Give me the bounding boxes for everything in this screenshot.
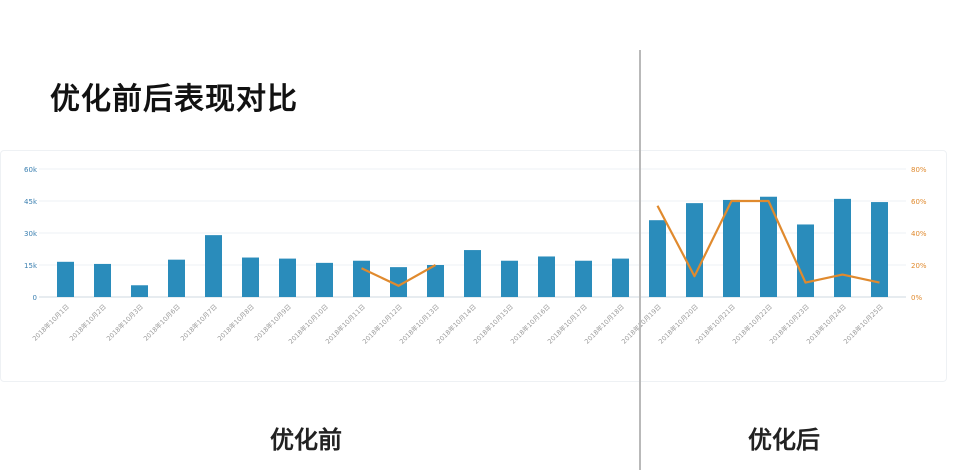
bar [168,259,185,297]
bar [797,224,814,297]
bar [871,202,888,297]
x-axis-tick-label: 2018年10月6日 [141,302,182,343]
x-axis-tick-label: 2018年10月1日 [30,302,71,343]
x-axis-tick-label: 2018年10月14日 [434,302,478,346]
x-axis-tick-label: 2018年10月18日 [582,302,626,346]
combo-chart: 0 0%15k 20%30k 40%45k 60%60k 80%2018年10月1日201… [24,166,927,346]
right-axis-tick-label: 20% [911,262,927,270]
right-axis-tick-label: 80% [911,166,927,174]
bar [131,285,148,297]
bar [57,261,74,297]
left-axis-tick-label: 30k [24,230,38,238]
bar [390,267,407,297]
x-axis-tick-label: 2018年10月21日 [693,302,737,346]
bar [612,258,629,297]
bar [834,198,851,297]
x-axis-tick-label: 2018年10月25日 [841,302,885,346]
x-axis-tick-label: 2018年10月2日 [67,302,108,343]
left-axis-tick-label: 15k [24,262,38,270]
x-axis-tick-label: 2018年10月8日 [215,302,256,343]
bar [242,257,259,297]
right-axis-tick-label: 60% [911,198,927,206]
bar [501,260,518,297]
label-after: 优化后 [748,426,820,454]
left-axis-tick-label: 45k [24,198,38,206]
before-after-divider [639,50,641,470]
page-title: 优化前后表现对比 [50,82,298,117]
left-axis-tick-label: 0 [33,294,37,302]
line-series [361,264,437,287]
x-axis-tick-label: 2018年10月11日 [323,302,367,346]
x-axis-tick-label: 2018年10月12日 [360,302,404,346]
bar [723,199,740,297]
bar [538,256,555,297]
x-axis-tick-label: 2018年10月10日 [286,302,330,346]
x-axis-tick-label: 2018年10月15日 [471,302,515,346]
x-axis-tick-label: 2018年10月13日 [397,302,441,346]
bar [353,260,370,297]
bar [760,196,777,297]
x-axis-tick-label: 2018年10月23日 [767,302,811,346]
bar [649,220,666,297]
bar [205,235,222,297]
x-axis-tick-label: 2018年10月9日 [252,302,293,343]
left-axis-tick-label: 60k [24,166,38,174]
line-series [656,199,880,284]
x-axis-tick-label: 2018年10月17日 [545,302,589,346]
x-axis-tick-label: 2018年10月3日 [104,302,145,343]
x-axis-tick-label: 2018年10月22日 [730,302,774,346]
bar [279,258,296,297]
bar [575,260,592,297]
bar [94,263,111,297]
bar [316,262,333,297]
bar [464,250,481,297]
x-axis-tick-label: 2018年10月24日 [804,302,848,346]
right-axis-tick-label: 0% [911,294,922,302]
bar [427,265,444,297]
right-axis-tick-label: 40% [911,230,927,238]
bar [686,203,703,297]
x-axis-tick-label: 2018年10月7日 [178,302,219,343]
x-axis-tick-label: 2018年10月20日 [656,302,700,346]
x-axis-tick-label: 2018年10月16日 [508,302,552,346]
label-before: 优化前 [270,426,342,454]
chart-frame: 0 0% 15k 20% 30k 40% 45k 60% 60k 80% 2018年10月1日 201… [0,150,947,382]
x-axis-tick-label: 2018年10月19日 [619,302,663,346]
